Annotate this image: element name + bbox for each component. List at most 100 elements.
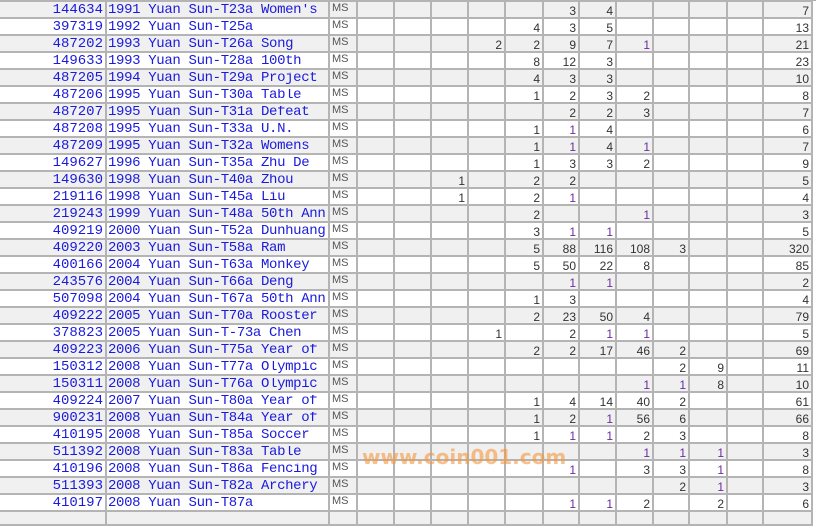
coin-id-link[interactable]: 378823 (52, 327, 103, 340)
coin-id-link[interactable]: 409219 (52, 225, 103, 238)
grade-count-cell (467, 340, 506, 359)
coin-id-link[interactable]: 409223 (52, 344, 103, 357)
coin-description-link[interactable]: 2006 Yuan Sun-T75a Year of (108, 344, 318, 357)
coin-id-link[interactable]: 511392 (52, 446, 103, 459)
coin-id-link[interactable]: 149630 (52, 174, 103, 187)
grade-count-cell: 108 (615, 238, 654, 257)
grade-count-cell (688, 391, 728, 410)
coin-id-cell: 487206 (0, 85, 107, 104)
coin-description-link[interactable]: 2008 Yuan Sun-T77a Olympic (108, 361, 318, 374)
total-count-cell: 79 (762, 306, 813, 325)
coin-id-link[interactable]: 507098 (52, 293, 103, 306)
grade-count-cell (688, 289, 728, 308)
table-row: 487205 1994 Yuan Sun-T29a Project MS 4 3 3 10 (0, 68, 813, 87)
grade-type-cell: MS (328, 85, 358, 104)
coin-description-link[interactable]: 1993 Yuan Sun-T28a 100th (108, 55, 302, 68)
coin-description-link[interactable]: 2008 Yuan Sun-T83a Table (108, 446, 302, 459)
coin-id-link[interactable]: 410196 (52, 463, 103, 476)
coin-id-link[interactable]: 410197 (52, 497, 103, 510)
grade-count-cell (430, 476, 469, 495)
coin-id-link[interactable]: 487205 (52, 72, 103, 85)
coin-description-link[interactable]: 2005 Yuan Sun-T-73a Chen (108, 327, 302, 340)
total-count-cell: 6 (762, 493, 813, 512)
grade-count-cell: 12 (542, 51, 580, 70)
coin-description-link[interactable]: 2007 Yuan Sun-T80a Year of (108, 395, 318, 408)
coin-id-link[interactable]: 900231 (52, 412, 103, 425)
coin-id-link[interactable]: 149627 (52, 157, 103, 170)
grade-count-cell (467, 459, 506, 478)
grade-count-cell: 14 (578, 391, 617, 410)
grade-count-cell (393, 102, 432, 121)
coin-id-link[interactable]: 400166 (52, 259, 103, 272)
coin-description-link[interactable]: 2008 Yuan Sun-T84a Year of (108, 412, 318, 425)
coin-description-link[interactable]: 2008 Yuan Sun-T86a Fencing (108, 463, 318, 476)
empty-cell (328, 510, 358, 526)
coin-id-link[interactable]: 487202 (52, 38, 103, 51)
coin-description-link[interactable]: 1995 Yuan Sun-T33a U.N. (108, 123, 294, 136)
grade-count-cell: 2 (615, 153, 654, 172)
coin-description-link[interactable]: 1999 Yuan Sun-T48a 50th Ann (108, 208, 326, 221)
grade-count-cell (504, 357, 544, 376)
coin-id-link[interactable]: 150311 (52, 378, 103, 391)
coin-description-link[interactable]: 2004 Yuan Sun-T67a 50th Ann (108, 293, 326, 306)
coin-description-link[interactable]: 1998 Yuan Sun-T45a Liu (108, 191, 286, 204)
grade-count-cell (652, 170, 690, 189)
coin-id-link[interactable]: 409222 (52, 310, 103, 323)
coin-description-link[interactable]: 1993 Yuan Sun-T26a Song (108, 38, 294, 51)
coin-id-link[interactable]: 487207 (52, 106, 103, 119)
coin-description-link[interactable]: 1991 Yuan Sun-T23a Women's (108, 4, 318, 17)
coin-id-cell: 409222 (0, 306, 107, 325)
coin-id-link[interactable]: 219243 (52, 208, 103, 221)
coin-id-link[interactable]: 410195 (52, 429, 103, 442)
grade-count-cell (356, 238, 395, 257)
grade-count-cell (726, 51, 764, 70)
coin-description-link[interactable]: 2008 Yuan Sun-T87a (108, 497, 253, 510)
coin-description-link[interactable]: 1994 Yuan Sun-T29a Project (108, 72, 318, 85)
coin-description-link[interactable]: 2004 Yuan Sun-T66a Deng (108, 276, 294, 289)
grade-count-cell (356, 119, 395, 138)
coin-id-link[interactable]: 150312 (52, 361, 103, 374)
coin-description-link[interactable]: 2008 Yuan Sun-T82a Archery (108, 480, 318, 493)
grade-count-cell (430, 221, 469, 240)
coin-id-link[interactable]: 144634 (52, 4, 103, 17)
coin-description-link[interactable]: 2008 Yuan Sun-T85a Soccer (108, 429, 310, 442)
coin-description-link[interactable]: 1998 Yuan Sun-T40a Zhou (108, 174, 294, 187)
coin-description-link[interactable]: 1995 Yuan Sun-T31a Defeat (108, 106, 310, 119)
coin-description-link[interactable]: 2008 Yuan Sun-T76a Olympic (108, 378, 318, 391)
grade-count-cell (578, 442, 617, 461)
coin-id-link[interactable]: 511393 (52, 480, 103, 493)
grade-type-cell: MS (328, 357, 358, 376)
grade-count-cell: 3 (652, 459, 690, 478)
grade-count-cell (430, 255, 469, 274)
grade-type-cell: MS (328, 34, 358, 53)
grade-type-cell: MS (328, 238, 358, 257)
coin-description-link[interactable]: 2004 Yuan Sun-T63a Monkey (108, 259, 310, 272)
coin-id-link[interactable]: 487208 (52, 123, 103, 136)
coin-id-link[interactable]: 487206 (52, 89, 103, 102)
coin-description-link[interactable]: 1992 Yuan Sun-T25a (108, 21, 253, 34)
coin-description-link[interactable]: 1996 Yuan Sun-T35a Zhu De (108, 157, 310, 170)
coin-id-link[interactable]: 409224 (52, 395, 103, 408)
coin-description-cell: 2006 Yuan Sun-T75a Year of (105, 340, 330, 359)
coin-id-link[interactable]: 219116 (52, 191, 103, 204)
coin-id-link[interactable]: 149633 (52, 55, 103, 68)
empty-cell (356, 510, 395, 526)
empty-cell (726, 510, 764, 526)
coin-id-link[interactable]: 487209 (52, 140, 103, 153)
coin-description-link[interactable]: 2005 Yuan Sun-T70a Rooster (108, 310, 318, 323)
coin-description-link[interactable]: 2000 Yuan Sun-T52a Dunhuang (108, 225, 326, 238)
grade-count-cell (430, 425, 469, 444)
grade-count-cell (688, 187, 728, 206)
coin-id-link[interactable]: 397319 (52, 21, 103, 34)
coin-description-link[interactable]: 2003 Yuan Sun-T58a Ram (108, 242, 286, 255)
grade-count-cell (726, 238, 764, 257)
grade-type-cell: MS (328, 459, 358, 478)
coin-id-link[interactable]: 243576 (52, 276, 103, 289)
coin-description-link[interactable]: 1995 Yuan Sun-T30a Table (108, 89, 302, 102)
grade-count-cell (504, 0, 544, 19)
grade-count-cell (467, 85, 506, 104)
coin-id-link[interactable]: 409220 (52, 242, 103, 255)
coin-description-link[interactable]: 1995 Yuan Sun-T32a Womens (108, 140, 310, 153)
grade-count-cell (542, 374, 580, 393)
grade-count-cell (430, 0, 469, 19)
